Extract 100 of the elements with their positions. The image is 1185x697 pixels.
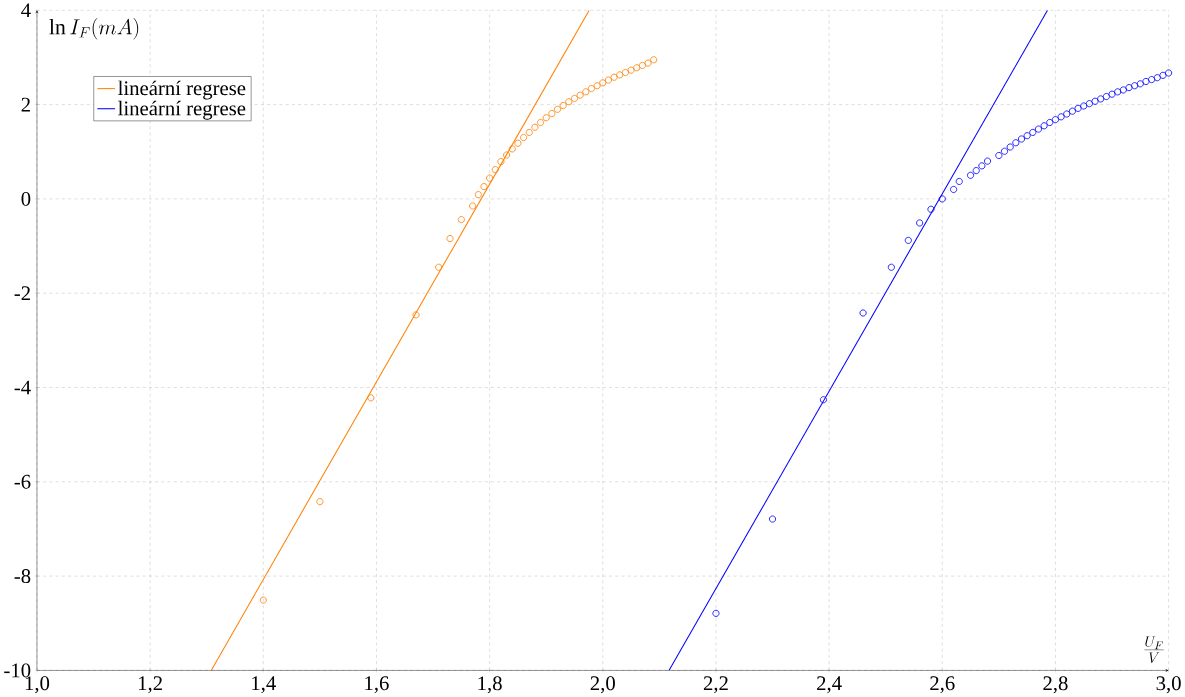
point [819, 396, 827, 404]
point [950, 186, 958, 194]
point [514, 139, 522, 147]
point [916, 219, 924, 227]
point [1006, 143, 1014, 151]
x-tick-label: 2,6 [930, 676, 955, 694]
point [497, 158, 505, 166]
point [259, 596, 267, 604]
point [616, 71, 624, 79]
point [1159, 71, 1167, 80]
point [1165, 69, 1173, 77]
point [1074, 104, 1082, 113]
point [1012, 139, 1020, 147]
point [610, 73, 618, 81]
point [525, 129, 533, 137]
point [593, 82, 601, 90]
point [1091, 97, 1099, 105]
point [1017, 135, 1026, 143]
point [1119, 86, 1127, 94]
point [542, 114, 550, 122]
point [955, 178, 963, 186]
point [927, 205, 935, 213]
point [1153, 74, 1161, 82]
y-tick-label: -2 [14, 286, 30, 301]
point [503, 151, 511, 159]
point [1097, 95, 1105, 103]
point [576, 91, 584, 99]
y-tick-label: 4 [21, 3, 31, 18]
point [1085, 100, 1093, 108]
point [1051, 116, 1059, 124]
x-tick-label: 2,2 [703, 676, 728, 694]
y-axis-title: $\ln I_F(mA)$ [49, 18, 139, 40]
point [1040, 122, 1048, 130]
point [1142, 78, 1150, 86]
point [972, 167, 980, 175]
point [1057, 113, 1065, 121]
y-tick-label: 0 [21, 192, 31, 207]
point [480, 183, 488, 191]
point [559, 102, 567, 110]
point [644, 59, 652, 67]
point [859, 309, 867, 317]
point [316, 498, 324, 506]
point [638, 62, 646, 70]
point [984, 157, 992, 165]
y-tick-label: -10 [4, 663, 31, 678]
point [548, 110, 556, 118]
point [537, 119, 545, 127]
point [995, 152, 1003, 160]
point [1000, 147, 1009, 155]
point [457, 216, 465, 224]
point [1131, 82, 1139, 90]
point [474, 191, 482, 199]
y-tick-label: -4 [14, 380, 31, 395]
point [1068, 107, 1076, 115]
point [599, 79, 607, 87]
point [1102, 93, 1110, 101]
point [531, 123, 539, 131]
point [412, 311, 420, 319]
point [1034, 125, 1042, 133]
point [904, 236, 912, 245]
point [1029, 129, 1037, 137]
x-tick-label: 2,8 [1043, 676, 1068, 694]
point [633, 64, 641, 72]
y-tick-label: 2 [21, 97, 30, 112]
x-tick-label: 1,0 [25, 676, 50, 694]
point [1114, 88, 1122, 96]
point [938, 195, 946, 203]
point [565, 98, 573, 106]
point [1046, 119, 1054, 127]
point [627, 66, 635, 74]
point [887, 263, 895, 271]
point [1063, 110, 1071, 118]
point [446, 235, 454, 243]
point [582, 88, 590, 96]
point [508, 145, 516, 153]
y-tick-label: -6 [14, 474, 31, 489]
x-tick-label: 3,0 [1156, 676, 1181, 694]
point [1125, 84, 1133, 92]
point [712, 609, 720, 618]
point [621, 69, 629, 77]
point [604, 76, 612, 84]
x-axis-title: $\frac{U_F}{V}$ [1144, 636, 1164, 664]
point [1023, 132, 1031, 140]
x-tick-label: 1,8 [478, 676, 502, 694]
x-tick-label: 1,6 [365, 676, 389, 694]
point [1148, 76, 1156, 84]
point [486, 174, 494, 182]
point [978, 162, 986, 170]
point [469, 202, 477, 210]
x-tick-label: 1,2 [138, 676, 162, 694]
point [520, 134, 528, 142]
point [435, 263, 443, 271]
x-tick-label: 2,4 [817, 676, 842, 694]
point [1136, 80, 1144, 88]
x-tick-label: 2,0 [590, 676, 615, 694]
point [650, 56, 658, 64]
point [967, 171, 975, 179]
point [367, 394, 375, 402]
point [570, 95, 579, 103]
point [587, 85, 595, 93]
